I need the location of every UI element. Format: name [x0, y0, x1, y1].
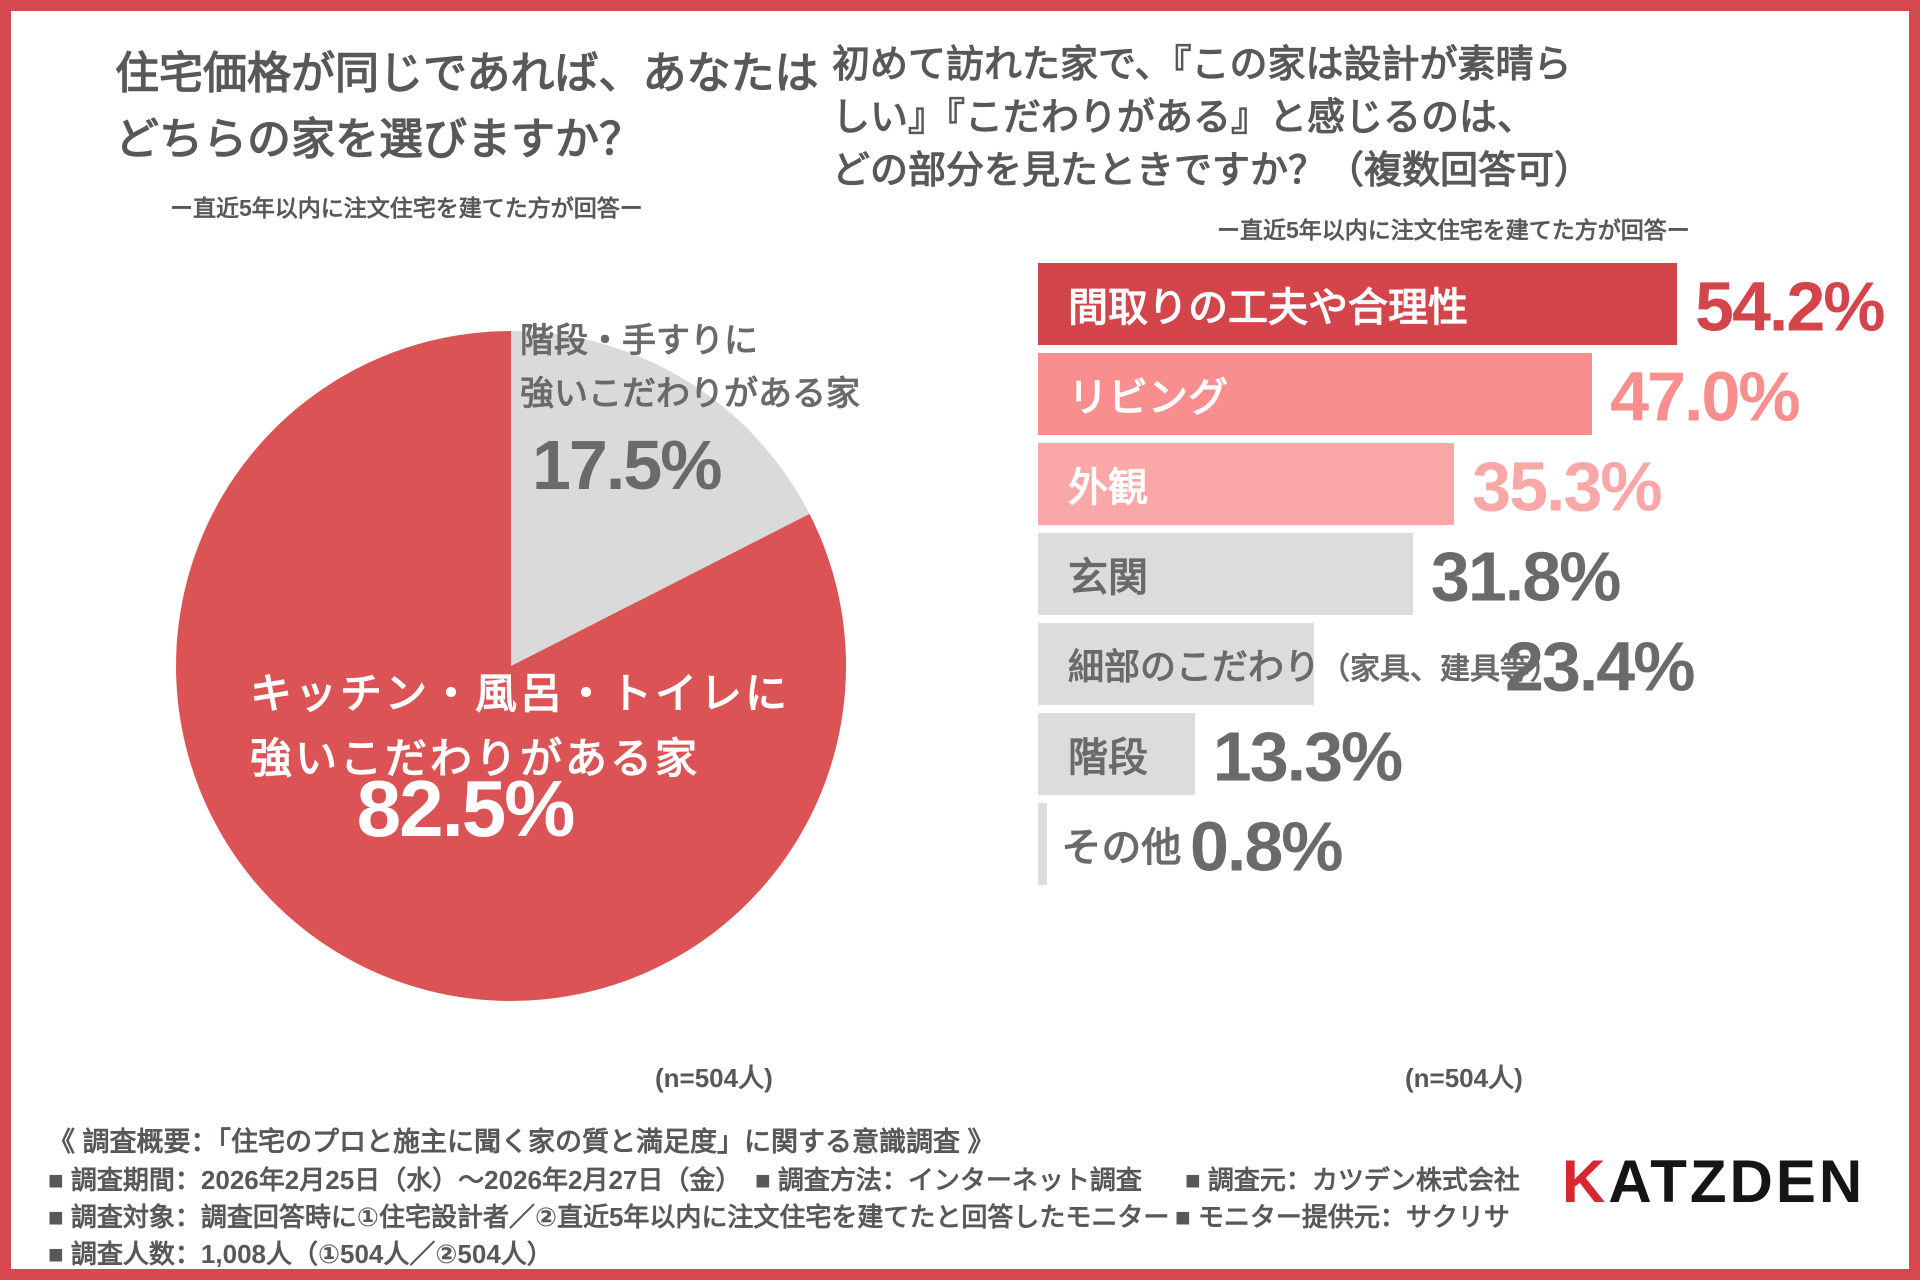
bar-label: 間取りの工夫や合理性 — [1068, 286, 1468, 330]
bar-label: 外観 — [1068, 466, 1148, 510]
bar — [1038, 263, 1677, 345]
bar-row: 玄関 31.8% — [1038, 533, 1909, 616]
survey-method: ■ 調査方法：インターネット調査 — [755, 1165, 1142, 1195]
bar — [1038, 533, 1413, 615]
pie-chart-title-line1: 住宅価格が同じであれば、あなたは — [115, 49, 819, 98]
bar-row: その他 0.8% — [1038, 803, 1909, 886]
pie-slice-label-stairs: 階段・手すりに 強いこだわりがある家 — [520, 322, 860, 413]
pie-slice-value-stairs: 17.5% — [532, 426, 722, 504]
bar-value: 23.4% — [1505, 627, 1695, 706]
pie-sample-size: (n=504人) — [655, 1063, 773, 1093]
bar-label: リビング — [1068, 376, 1228, 420]
survey-count: ■ 調査人数：1,008人（①504人／②504人） — [48, 1239, 553, 1269]
survey-monitor-provider: ■ モニター提供元：サクリサ — [1175, 1202, 1510, 1232]
pie-slice — [176, 331, 847, 1001]
bar-value: 54.2% — [1695, 267, 1885, 346]
katzden-logo-k: K — [1562, 1148, 1609, 1215]
katzden-logo-rest: ATZDEN — [1608, 1148, 1866, 1215]
bar-chart-title-line2: しい』『こだわりがある』と感じるのは、 — [832, 97, 1536, 139]
survey-period: ■ 調査期間：2026年2月25日（水）～2026年2月27日（金） — [48, 1165, 742, 1195]
bar-label: 玄関 — [1068, 556, 1148, 600]
bar-value: 47.0% — [1610, 357, 1800, 436]
pie-slice — [511, 331, 810, 666]
bar-value: 0.8% — [1190, 807, 1344, 886]
bar-row: 細部のこだわり（家具、建具等） 23.4% — [1038, 623, 1909, 706]
bar-row: リビング 47.0% — [1038, 353, 1909, 436]
survey-target: ■ 調査対象：調査回答時に①住宅設計者／②直近5年以内に注文住宅を建てたと回答し… — [48, 1202, 1170, 1232]
pie-chart — [176, 331, 847, 1001]
pie-chart-title: 住宅価格が同じであれば、あなたは どちらの家を選びますか？ — [115, 41, 819, 173]
bar-label-note: （家具、建具等） — [1320, 653, 1561, 686]
bar-sample-size: (n=504人) — [1405, 1063, 1523, 1093]
bar-label: その他 — [1061, 826, 1182, 870]
bar — [1038, 353, 1592, 435]
survey-source: ■ 調査元：カツデン株式会社 — [1185, 1165, 1520, 1195]
pie-chart-title-line2: どちらの家を選びますか？ — [115, 115, 643, 164]
bar-chart-subtitle: ー直近5年以内に注文住宅を建てた方が回答ー — [1217, 217, 1690, 243]
bar-chart-title: 初めて訪れた家で、『この家は設計が素晴ら しい』『こだわりがある』と感じるのは、… — [832, 39, 1592, 198]
bar-row: 階段 13.3% — [1038, 713, 1909, 796]
bar-chart-title-line3: どの部分を見たときですか？（複数回答可） — [832, 150, 1593, 192]
katzden-logo: KATZDEN — [1562, 1147, 1865, 1216]
bar-label: 階段 — [1068, 736, 1148, 780]
bar — [1038, 803, 1047, 885]
pie-slice-label-kitchen: キッチン・風呂・トイレに 強いこだわりがある家 — [250, 670, 791, 782]
bar-row: 間取りの工夫や合理性 54.2% — [1038, 263, 1909, 346]
bar-chart-title-line1: 初めて訪れた家で、『この家は設計が素晴ら — [832, 44, 1572, 86]
bar — [1038, 623, 1314, 705]
bar-value: 35.3% — [1472, 447, 1662, 526]
bar-value: 31.8% — [1430, 537, 1621, 616]
pie-slice-value-kitchen: 82.5% — [356, 764, 576, 853]
bar-row: 外観 35.3% — [1038, 443, 1909, 526]
survey-overview: 《 調査概要：「住宅のプロと施主に聞く家の質と満足度」に関する意識調査 》 — [48, 1127, 995, 1157]
bar-value: 13.3% — [1212, 717, 1403, 796]
bar-label: 細部のこだわり（家具、建具等） — [1068, 646, 1561, 687]
pie-chart-subtitle: ー直近5年以内に注文住宅を建てた方が回答ー — [170, 195, 643, 221]
bar — [1038, 713, 1195, 795]
bar — [1038, 443, 1454, 525]
